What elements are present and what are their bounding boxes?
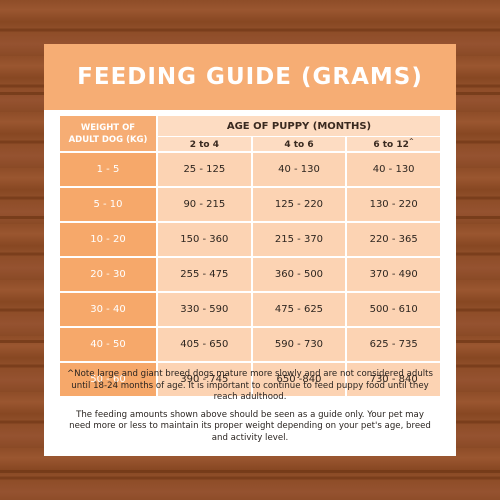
age-column-header: 6 to 12^: [347, 136, 440, 151]
weight-header-line2: ADULT DOG (KG): [68, 134, 148, 145]
value-cell: 405 - 650: [158, 326, 251, 361]
weight-header-line1: WEIGHT OF: [80, 122, 136, 133]
value-cell: 150 - 360: [158, 221, 251, 256]
weight-column-header: WEIGHT OF ADULT DOG (KG): [60, 116, 156, 151]
table-row: 20 - 30 255 - 475 360 - 500 370 - 490: [60, 256, 440, 291]
table-row: 50 - 60 390 - 745 650 -840 730 - 840: [60, 361, 440, 396]
value-cell: 390 - 745: [158, 361, 251, 396]
value-cell: 40 - 130: [252, 151, 346, 186]
value-cell: 370 - 490: [347, 256, 440, 291]
table-row: 30 - 40 330 - 590 475 - 625 500 - 610: [60, 291, 440, 326]
value-cell: 650 -840: [252, 361, 346, 396]
page-title: FEEDING GUIDE (GRAMS): [77, 64, 423, 90]
table-row: 40 - 50 405 - 650 590 - 730 625 - 735: [60, 326, 440, 361]
value-cell: 590 - 730: [252, 326, 346, 361]
weight-cell: 40 - 50: [60, 326, 156, 361]
weight-cell: 1 - 5: [60, 151, 156, 186]
guide-disclaimer: The feeding amounts shown above should b…: [69, 409, 431, 443]
value-cell: 220 - 365: [347, 221, 440, 256]
breed-footnote: ^Note large and giant breed dogs mature …: [66, 369, 434, 403]
value-cell: 475 - 625: [252, 291, 346, 326]
weight-cell: 20 - 30: [60, 256, 156, 291]
weight-cell: 30 - 40: [60, 291, 156, 326]
value-cell: 330 - 590: [158, 291, 251, 326]
value-cell: 25 - 125: [158, 151, 251, 186]
value-cell: 625 - 735: [347, 326, 440, 361]
table-row: 10 - 20 150 - 360 215 - 370 220 - 365: [60, 221, 440, 256]
age-header: AGE OF PUPPY (MONTHS): [158, 116, 440, 136]
value-cell: 360 - 500: [252, 256, 346, 291]
table-row: 5 - 10 90 - 215 125 - 220 130 - 220: [60, 186, 440, 221]
value-cell: 215 - 370: [252, 221, 346, 256]
wood-plank-seam: [0, 470, 500, 473]
value-cell: 130 - 220: [347, 186, 440, 221]
weight-cell: 5 - 10: [60, 186, 156, 221]
footnote-mark: ^: [408, 138, 414, 145]
value-cell: 125 - 220: [252, 186, 346, 221]
weight-cell: 10 - 20: [60, 221, 156, 256]
table-row: 1 - 5 25 - 125 40 - 130 40 - 130: [60, 151, 440, 186]
feeding-table: WEIGHT OF ADULT DOG (KG) AGE OF PUPPY (M…: [58, 116, 442, 396]
value-cell: 500 - 610: [347, 291, 440, 326]
title-banner: FEEDING GUIDE (GRAMS): [44, 44, 456, 110]
value-cell: 90 - 215: [158, 186, 251, 221]
value-cell: 40 - 130: [347, 151, 440, 186]
feeding-guide-card: FEEDING GUIDE (GRAMS) WEIGHT OF ADULT DO…: [44, 44, 456, 456]
value-cell: 255 - 475: [158, 256, 251, 291]
notes: ^Note large and giant breed dogs mature …: [64, 369, 436, 451]
age-column-header: 2 to 4: [158, 136, 251, 151]
age-column-header: 4 to 6: [252, 136, 346, 151]
weight-cell: 50 - 60: [60, 361, 156, 396]
value-cell: 730 - 840: [347, 361, 440, 396]
